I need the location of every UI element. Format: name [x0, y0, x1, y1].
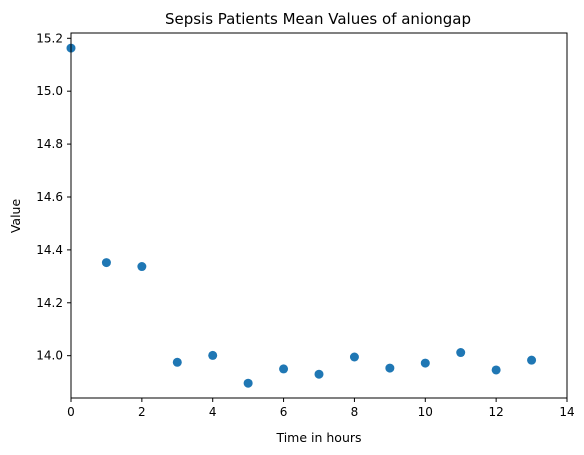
plot-frame	[70, 32, 568, 399]
y-tick-label-3: 14.6	[36, 190, 63, 204]
y-tick-label-4: 14.8	[36, 137, 63, 151]
x-tick-label-7: 14	[559, 405, 574, 419]
scatter-point-12	[491, 365, 501, 375]
data-points	[66, 43, 537, 388]
x-tick-label-2: 4	[209, 405, 217, 419]
y-tick-label-6: 15.2	[36, 31, 63, 45]
scatter-point-10	[420, 358, 430, 368]
scatter-point-9	[385, 363, 395, 373]
scatter-point-2	[137, 262, 147, 272]
chart-title: Sepsis Patients Mean Values of aniongap	[165, 10, 471, 28]
x-tick-label-5: 10	[418, 405, 433, 419]
scatter-point-4	[208, 350, 218, 360]
scatter-point-3	[172, 357, 182, 367]
y-tick-label-0: 14.0	[36, 349, 63, 363]
y-axis-ticks: 14.0 14.2 14.4 14.6 14.8 15.0 15.2	[36, 31, 71, 363]
scatter-point-8	[349, 352, 359, 362]
scatter-point-7	[314, 369, 324, 379]
y-tick-label-2: 14.4	[36, 243, 63, 257]
y-axis-label: Value	[8, 199, 23, 234]
scatter-point-5	[243, 378, 253, 388]
x-tick-label-3: 6	[280, 405, 288, 419]
scatter-point-1	[101, 258, 111, 268]
x-tick-label-6: 12	[488, 405, 503, 419]
scatter-point-11	[456, 348, 466, 358]
x-axis-label: Time in hours	[275, 430, 361, 445]
y-tick-label-1: 14.2	[36, 296, 63, 310]
x-tick-label-4: 8	[351, 405, 359, 419]
scatter-point-6	[279, 364, 289, 374]
y-tick-label-5: 15.0	[36, 84, 63, 98]
x-tick-label-1: 2	[138, 405, 146, 419]
scatter-point-13	[527, 355, 537, 365]
x-axis-ticks: 0 2 4 6 8 10 12 14	[67, 398, 575, 419]
x-tick-label-0: 0	[67, 405, 75, 419]
